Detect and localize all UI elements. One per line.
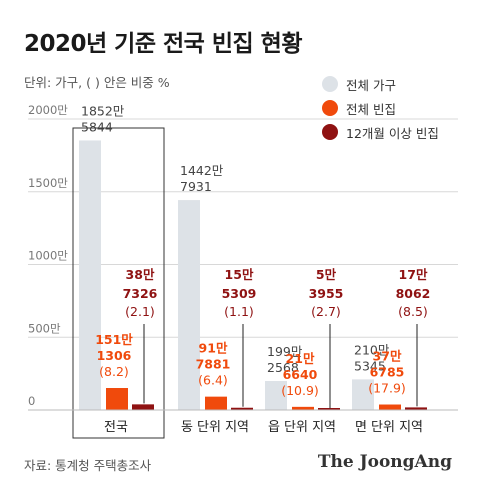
legend-swatch-long-vacant (322, 124, 338, 140)
label-long-share-2: (2.7) (311, 304, 341, 319)
x-tick-label-2: 읍 단위 지역 (268, 420, 336, 435)
y-tick-label-0: 0 (28, 394, 35, 408)
x-tick-label-3: 면 단위 지역 (355, 420, 423, 435)
label-vacant-line2-2: 6640 (283, 367, 318, 382)
x-tick-label-0: 전국 (104, 420, 128, 435)
label-total-line1-0: 1852만 (81, 103, 125, 118)
brand-logo: The JoongAng (317, 452, 452, 472)
label-total-line1-1: 1442만 (180, 163, 224, 178)
bar-total-2 (265, 381, 287, 410)
bar-long_vacant-0 (132, 404, 154, 410)
label-vacant-line1-3: 37만 (373, 349, 402, 364)
label-total-line2-1: 7931 (180, 179, 212, 194)
label-vacant-share-2: (10.9) (281, 383, 319, 398)
label-vacant-share-0: (8.2) (99, 364, 129, 379)
bar-total-3 (352, 379, 374, 410)
y-tick-label-2000: 2000만 (28, 103, 68, 117)
label-long-line1-3: 17만 (399, 267, 428, 282)
source-note: 자료: 통계청 주택총조사 (24, 458, 152, 473)
label-vacant-share-1: (6.4) (198, 373, 228, 388)
legend-swatch-total (322, 76, 338, 92)
label-long-line2-2: 3955 (309, 286, 344, 301)
legend-item-total: 전체 가구 (322, 72, 439, 96)
legend-item-long-vacant: 12개월 이상 빈집 (322, 120, 439, 144)
bar-long_vacant-2 (318, 408, 340, 410)
label-vacant-line2-3: 6785 (370, 365, 405, 380)
label-long-share-1: (1.1) (224, 304, 254, 319)
bars (72, 127, 427, 439)
label-total-line1-2: 199만 (267, 344, 303, 359)
bar-total-0 (79, 140, 101, 410)
y-tick-label-500: 500만 (28, 321, 61, 335)
label-vacant-share-3: (17.9) (368, 381, 406, 396)
label-long-share-0: (2.1) (125, 304, 155, 319)
bar-long_vacant-3 (405, 407, 427, 410)
label-total-line2-0: 5844 (81, 119, 113, 134)
legend-label-vacant: 전체 빈집 (346, 101, 396, 117)
label-vacant-line2-1: 7881 (196, 357, 231, 372)
bar-long_vacant-1 (231, 407, 253, 410)
bar-vacant-0 (106, 388, 128, 410)
label-long-line2-1: 5309 (222, 286, 257, 301)
legend-label-long-vacant: 12개월 이상 빈집 (346, 125, 439, 141)
data-labels: 1852만5844151만1306(8.2)38만7326(2.1)1442만7… (81, 103, 431, 409)
label-vacant-line1-2: 21만 (286, 351, 315, 366)
label-long-share-3: (8.5) (398, 304, 428, 319)
bar-vacant-1 (205, 396, 227, 410)
label-long-line1-0: 38만 (126, 267, 155, 282)
y-tick-label-1000: 1000만 (28, 249, 68, 263)
legend-swatch-vacant (322, 100, 338, 116)
label-long-line1-1: 15만 (225, 267, 254, 282)
x-axis: 전국 동 단위 지역 읍 단위 지역 면 단위 지역 (28, 409, 458, 435)
chart-title: 2020년 기준 전국 빈집 현황 (24, 31, 302, 57)
legend: 전체 가구 전체 빈집 12개월 이상 빈집 (322, 72, 439, 144)
bar-vacant-3 (379, 404, 401, 410)
label-vacant-line2-0: 1306 (97, 348, 132, 363)
label-total-line2-2: 2568 (267, 360, 299, 375)
label-total-line2-3: 5345 (354, 358, 386, 373)
label-vacant-line1-1: 91만 (199, 341, 228, 356)
highlight-box-전국 (72, 127, 165, 439)
label-vacant-line1-0: 151만 (95, 332, 133, 347)
label-long-line2-0: 7326 (123, 286, 158, 301)
grid-lines: 0 500만 1000만 1500만 2000만 (28, 103, 458, 408)
legend-label-total: 전체 가구 (346, 77, 396, 93)
x-tick-label-1: 동 단위 지역 (181, 420, 249, 435)
y-tick-label-1500: 1500만 (28, 176, 68, 190)
label-long-line2-3: 8062 (396, 286, 431, 301)
bar-vacant-2 (292, 406, 314, 410)
label-long-line1-2: 5만 (316, 267, 337, 282)
unit-note: 단위: 가구, ( ) 안은 비중 % (24, 75, 170, 90)
label-total-line1-3: 210만 (354, 342, 390, 357)
bar-total-1 (178, 200, 200, 410)
legend-item-vacant: 전체 빈집 (322, 96, 439, 120)
